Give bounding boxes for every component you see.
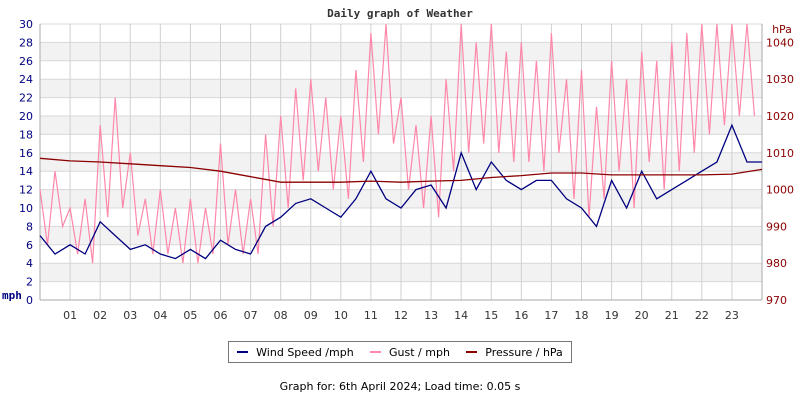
x-tick-label: 06 xyxy=(214,309,228,322)
legend-item-gust: Gust / mph xyxy=(370,346,450,359)
x-tick-label: 05 xyxy=(183,309,197,322)
x-tick-label: 12 xyxy=(394,309,408,322)
y-tick-label-right: 990 xyxy=(766,220,787,233)
y-tick-label-left: 30 xyxy=(19,18,33,31)
y-tick-label-left: 28 xyxy=(19,36,33,49)
y-tick-label-left: 20 xyxy=(19,110,33,123)
x-tick-label: 08 xyxy=(274,309,288,322)
chart-title: Daily graph of Weather xyxy=(327,7,473,20)
legend-label-gust: Gust / mph xyxy=(389,345,450,359)
x-tick-label: 22 xyxy=(695,309,709,322)
legend-swatch-wind xyxy=(237,351,249,353)
x-tick-label: 07 xyxy=(244,309,258,322)
x-tick-label: 16 xyxy=(514,309,528,322)
footer-status: Graph for: 6th April 2024; Load time: 0.… xyxy=(279,380,521,393)
wind-speed-line xyxy=(39,123,762,260)
x-tick-label: 04 xyxy=(153,309,167,322)
pressure-line xyxy=(39,157,763,183)
y-tick-label-left: 24 xyxy=(19,73,33,86)
x-tick-label: 15 xyxy=(484,309,498,322)
x-tick-label: 13 xyxy=(424,309,438,322)
y-tick-label-left: 4 xyxy=(26,257,33,270)
y-axis-label-left: mph xyxy=(2,289,22,302)
legend-label-pressure: Pressure / hPa xyxy=(485,345,563,359)
legend: Wind Speed /mph Gust / mph Pressure / hP… xyxy=(228,341,572,363)
x-tick-label: 01 xyxy=(63,309,77,322)
legend-swatch-gust xyxy=(370,351,382,353)
legend-item-pressure: Pressure / hPa xyxy=(466,346,563,359)
y-tick-label-right: 1030 xyxy=(766,73,794,86)
legend-label-wind: Wind Speed /mph xyxy=(256,345,354,359)
x-tick-label: 09 xyxy=(304,309,318,322)
gust-line xyxy=(39,23,756,264)
y-tick-label-right: 1010 xyxy=(766,147,794,160)
y-tick-label-left: 0 xyxy=(26,294,33,307)
x-tick-label: 20 xyxy=(635,309,649,322)
y-tick-label-left: 26 xyxy=(19,55,33,68)
x-tick-label: 11 xyxy=(364,309,378,322)
weather-chart: Daily graph of Weather mph hPa 024681012… xyxy=(2,7,794,322)
legend-swatch-pressure xyxy=(466,351,478,353)
y-tick-label-left: 18 xyxy=(19,128,33,141)
y-tick-label-left: 6 xyxy=(26,239,33,252)
y-tick-label-right: 1020 xyxy=(766,110,794,123)
legend-item-wind: Wind Speed /mph xyxy=(237,346,354,359)
y-tick-label-left: 10 xyxy=(19,202,33,215)
y-tick-label-right: 1000 xyxy=(766,184,794,197)
y-tick-label-left: 14 xyxy=(19,165,33,178)
x-tick-label: 21 xyxy=(665,309,679,322)
x-tick-label: 18 xyxy=(575,309,589,322)
x-tick-label: 19 xyxy=(605,309,619,322)
y-tick-label-right: 980 xyxy=(766,257,787,270)
y-tick-label-right: 970 xyxy=(766,294,787,307)
y-tick-label-right: 1040 xyxy=(766,36,794,49)
x-tick-label: 17 xyxy=(544,309,558,322)
x-tick-label: 03 xyxy=(123,309,137,322)
x-tick-label: 23 xyxy=(725,309,739,322)
y-axis-label-right: hPa xyxy=(772,23,792,36)
x-tick-label: 10 xyxy=(334,309,348,322)
y-tick-label-left: 22 xyxy=(19,92,33,105)
y-tick-label-left: 2 xyxy=(26,276,33,289)
y-tick-label-left: 16 xyxy=(19,147,33,160)
x-tick-label: 14 xyxy=(454,309,468,322)
x-tick-label: 02 xyxy=(93,309,107,322)
y-tick-label-left: 8 xyxy=(26,220,33,233)
y-tick-label-left: 12 xyxy=(19,184,33,197)
